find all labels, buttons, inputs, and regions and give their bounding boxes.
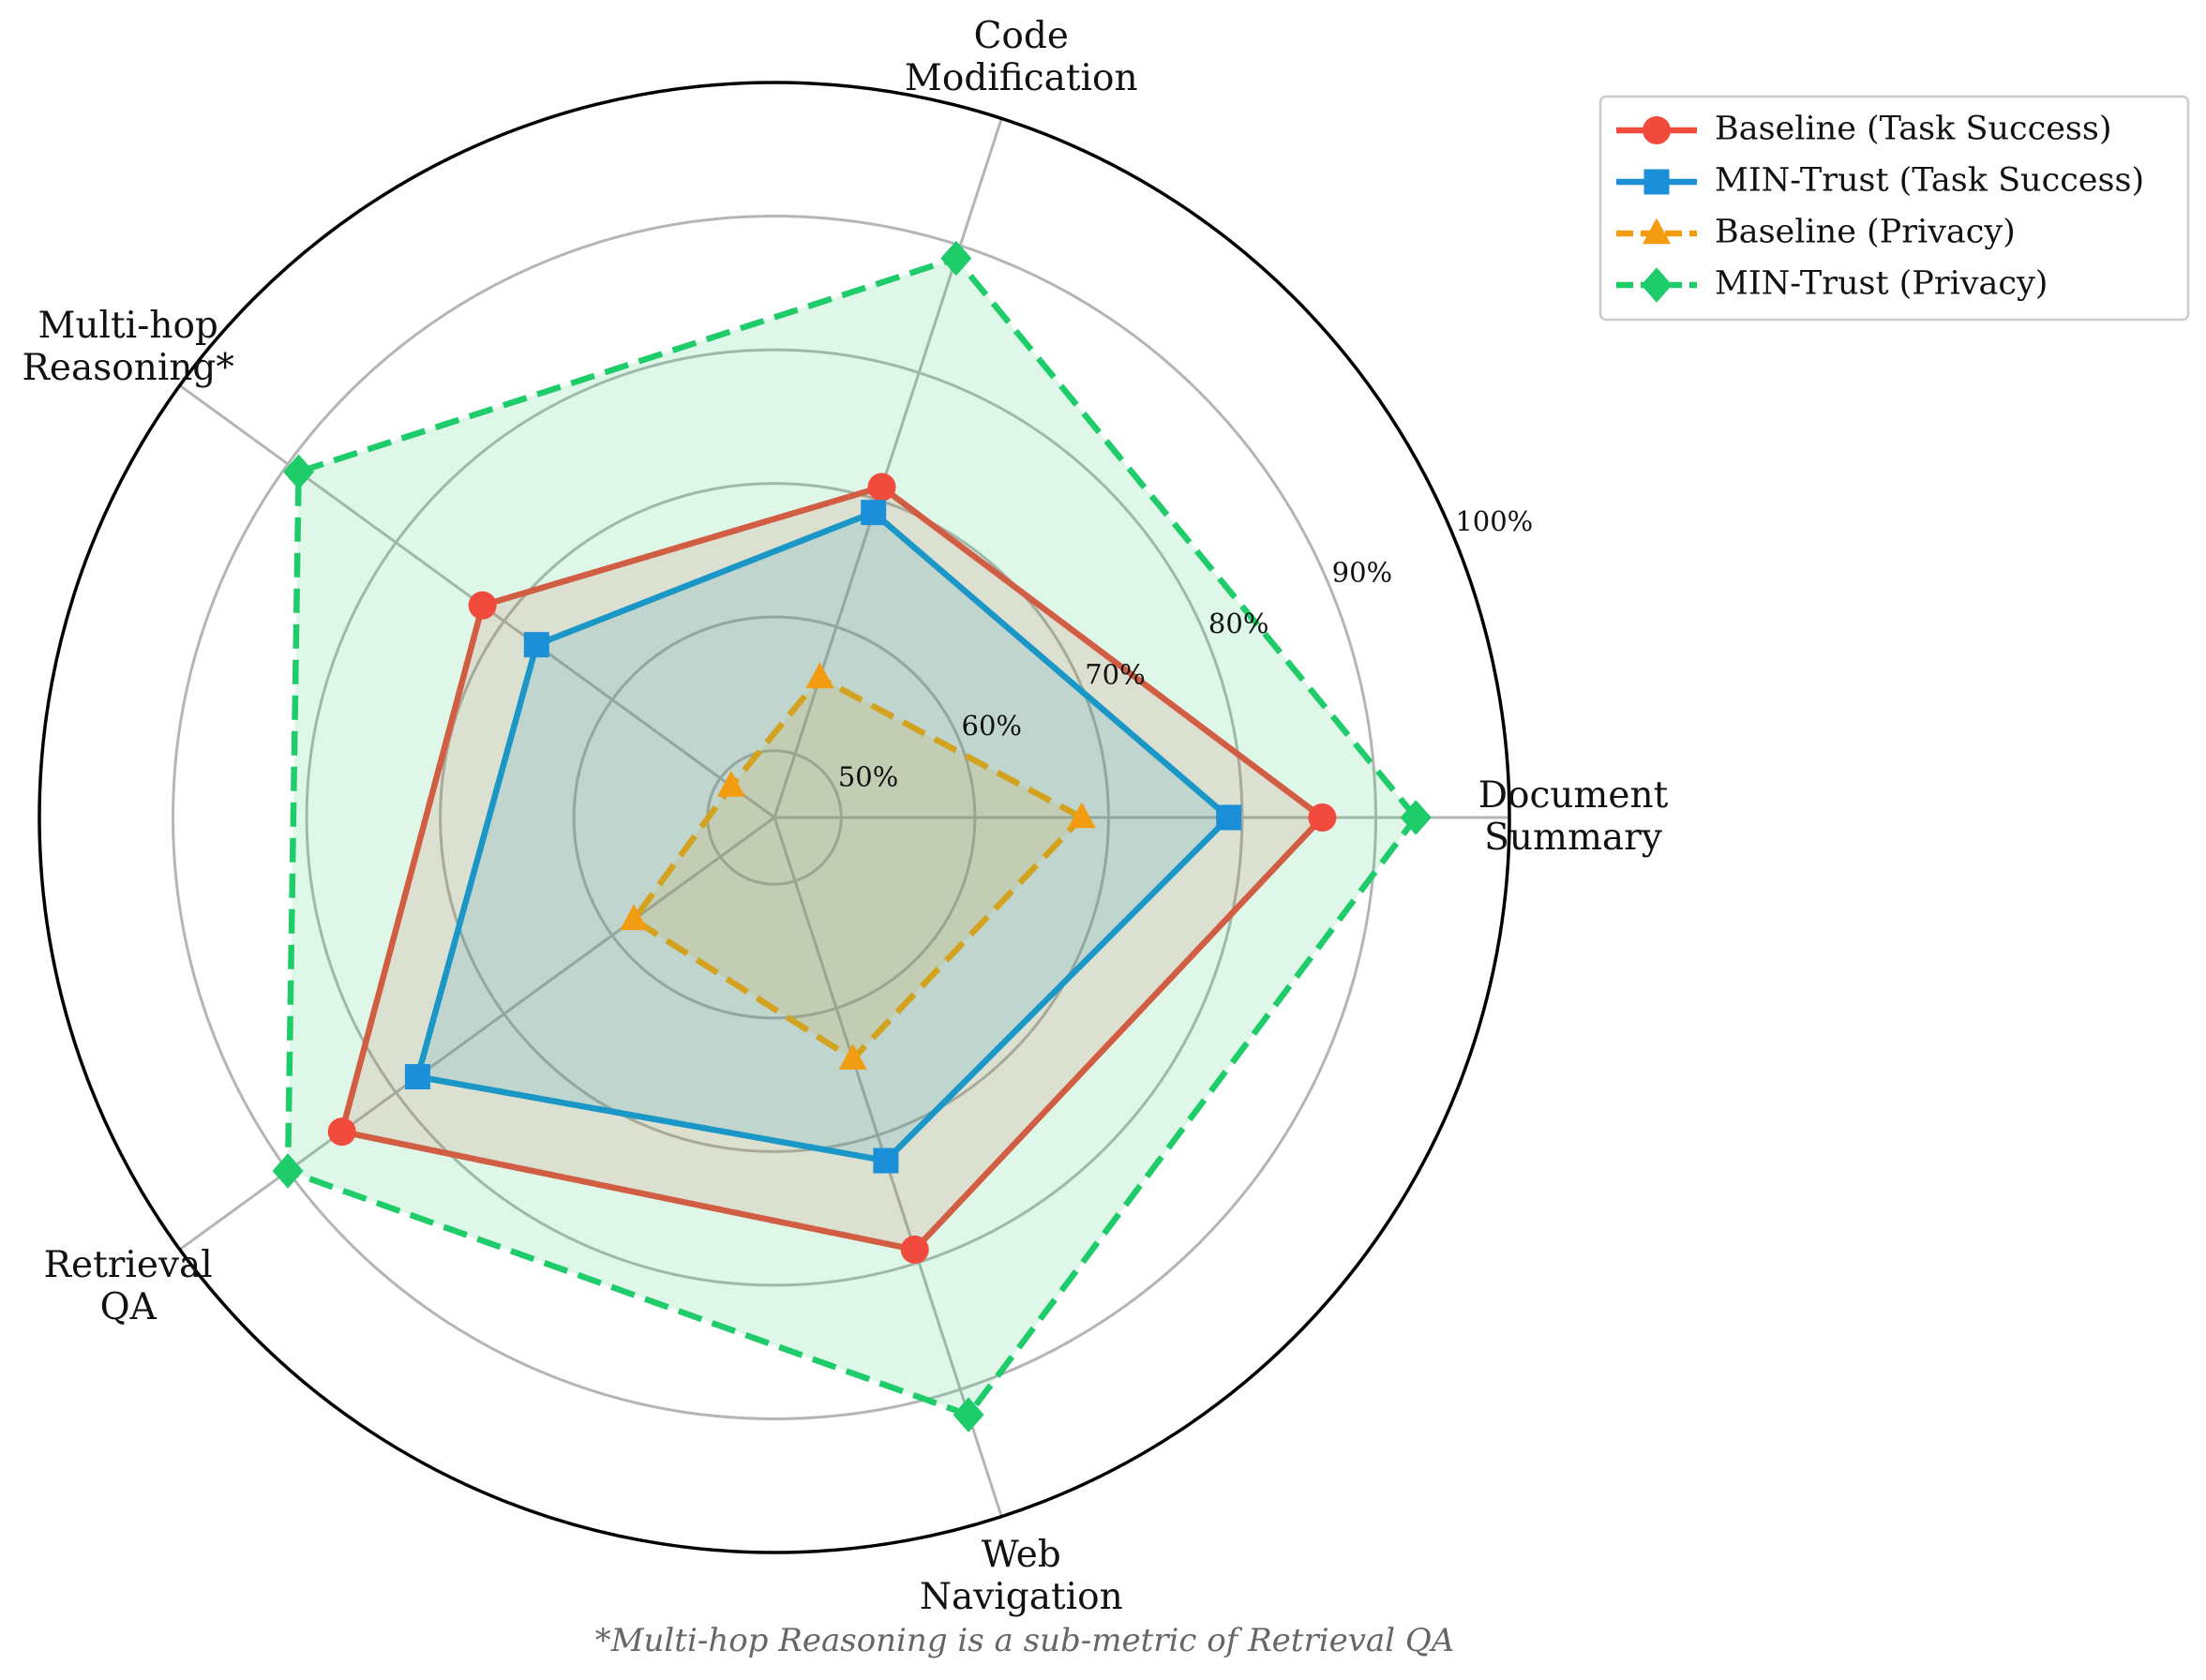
legend-label: MIN-Trust (Task Success) xyxy=(1715,162,2144,200)
marker xyxy=(805,662,834,689)
r-tick-label: 70% xyxy=(1085,659,1145,691)
legend-marker xyxy=(1643,218,1671,245)
series-area xyxy=(341,487,1323,1250)
marker xyxy=(272,1153,304,1189)
series-area xyxy=(634,677,1082,1059)
marker xyxy=(468,591,497,620)
marker xyxy=(861,500,887,526)
legend-label: Baseline (Privacy) xyxy=(1715,214,2016,251)
category-label: Document Summary xyxy=(1478,774,1669,859)
series-line xyxy=(630,674,1086,1062)
category-label: Retrieval QA xyxy=(43,1243,213,1328)
legend: Baseline (Task Success) MIN-Trust (Task S… xyxy=(1598,95,2190,322)
category-label: Multi-hop Reasoning* xyxy=(22,305,234,390)
marker xyxy=(1216,804,1242,831)
legend-label: Baseline (Task Success) xyxy=(1715,111,2112,148)
r-tick-label: 80% xyxy=(1208,608,1268,639)
r-tick-label: 100% xyxy=(1455,505,1533,537)
marker xyxy=(716,770,745,797)
spoke xyxy=(773,117,1003,818)
footnote: *Multi-hop Reasoning is a sub-metric of … xyxy=(595,1622,1455,1659)
marker xyxy=(1400,800,1432,835)
r-tick-label: 90% xyxy=(1332,557,1392,589)
r-tick-label: 60% xyxy=(962,710,1022,742)
series-line xyxy=(414,509,1232,1164)
marker xyxy=(523,632,549,658)
marker xyxy=(404,1063,430,1089)
polar-frame xyxy=(38,81,1511,1554)
marker xyxy=(327,1118,356,1147)
legend-marker xyxy=(1641,267,1673,303)
marker xyxy=(1308,803,1337,832)
category-label: Web Navigation xyxy=(919,1534,1123,1619)
marker xyxy=(940,240,972,277)
legend-box xyxy=(1598,95,2190,322)
series-area xyxy=(288,258,1417,1416)
marker xyxy=(1067,802,1096,829)
legend-marker xyxy=(1643,169,1670,195)
marker xyxy=(867,472,896,502)
r-tick-label: 50% xyxy=(838,761,898,793)
category-label: Code Modification xyxy=(904,14,1138,99)
series-line xyxy=(338,484,1326,1253)
series-area xyxy=(417,512,1229,1162)
legend-label: MIN-Trust (Privacy) xyxy=(1715,265,2048,303)
marker xyxy=(900,1235,929,1264)
marker xyxy=(620,904,649,931)
marker xyxy=(283,454,315,490)
marker xyxy=(953,1397,984,1432)
marker xyxy=(873,1148,899,1174)
series-line xyxy=(284,255,1419,1418)
marker xyxy=(838,1043,867,1070)
legend-marker xyxy=(1643,116,1671,144)
